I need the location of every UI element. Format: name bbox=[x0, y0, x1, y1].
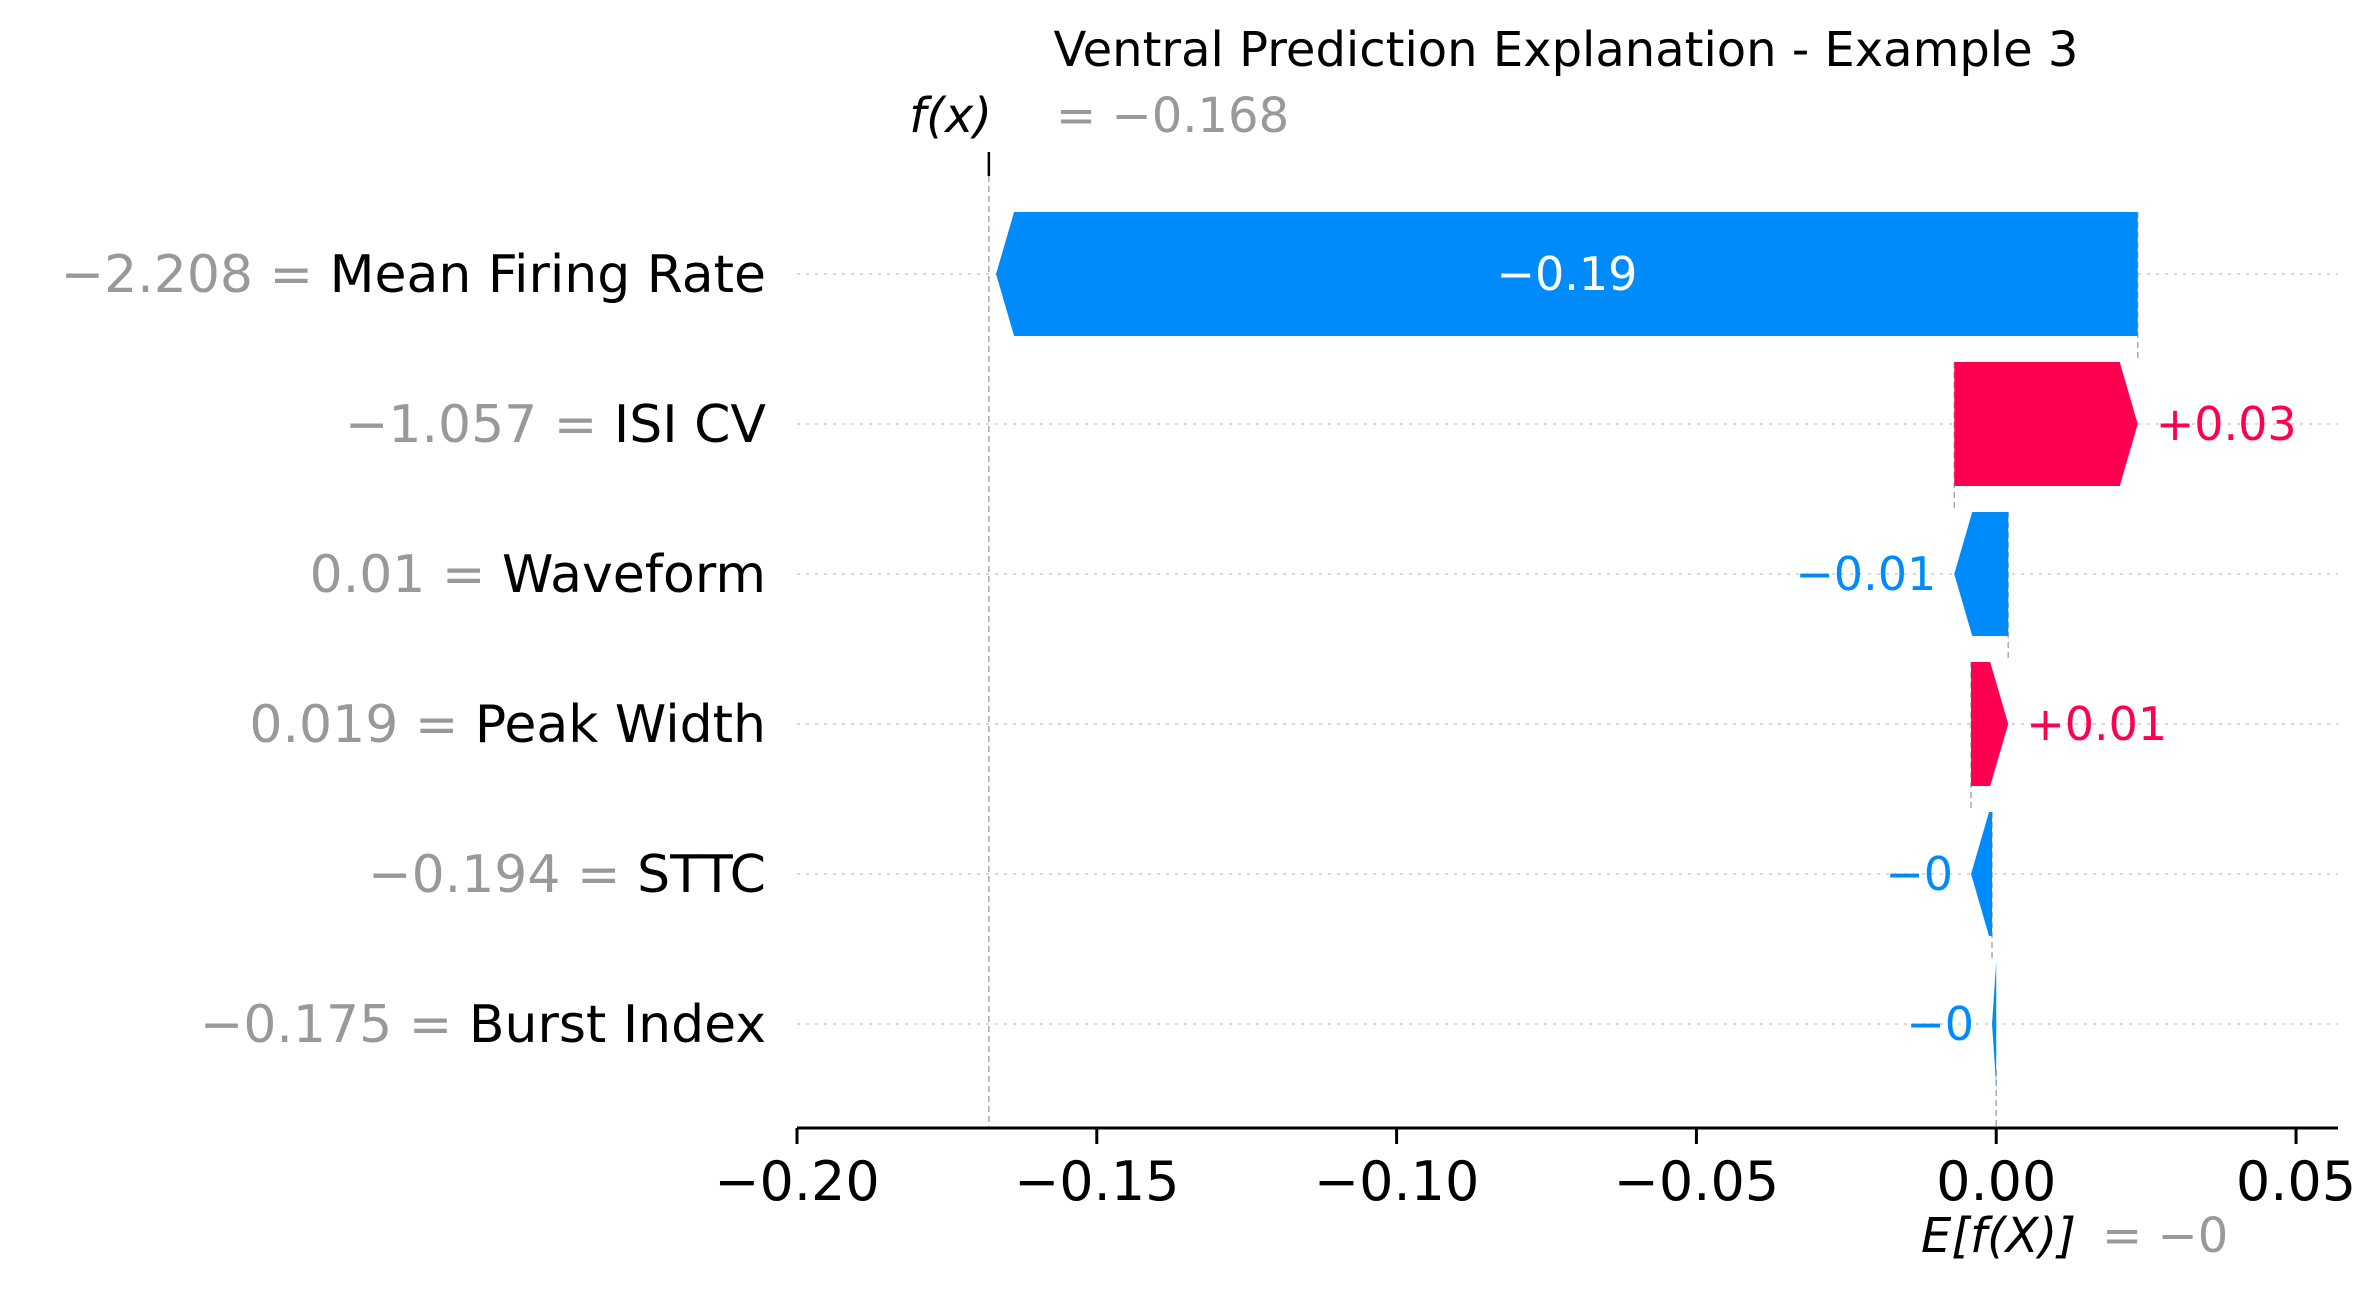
x-tick-label-4: 0.00 bbox=[1936, 1150, 2056, 1213]
bar-2 bbox=[1954, 512, 2009, 636]
feature-name-5: Burst Index bbox=[469, 995, 766, 1055]
feature-labels: −2.208 = Mean Firing Rate −1.057 = ISI CV… bbox=[61, 245, 767, 1055]
bar-value-label-2: −0.01 bbox=[1795, 547, 1936, 601]
feature-name-2: Waveform bbox=[502, 545, 766, 605]
feature-label-2: 0.01 = Waveform bbox=[310, 545, 766, 605]
bar-4 bbox=[1971, 812, 1993, 936]
bar-value-label-3: +0.01 bbox=[2026, 697, 2167, 751]
chart-title: Ventral Prediction Explanation - Example… bbox=[1054, 22, 2079, 78]
bar-value-label-4: −0 bbox=[1885, 847, 1953, 901]
x-tick-label-0: −0.20 bbox=[714, 1150, 879, 1213]
feature-name-0: Mean Firing Rate bbox=[330, 245, 766, 305]
bars: −0.19 +0.03 −0.01 +0.01 −0 −0 bbox=[996, 212, 2297, 1086]
bar-1 bbox=[1954, 362, 2138, 486]
x-tick-label-2: −0.10 bbox=[1314, 1150, 1479, 1213]
feature-name-1: ISI CV bbox=[614, 395, 767, 455]
x-tick-label-1: −0.15 bbox=[1014, 1150, 1179, 1213]
efx-value: = −0 bbox=[2102, 1208, 2228, 1264]
feature-label-3: 0.019 = Peak Width bbox=[249, 695, 766, 755]
feature-label-0: −2.208 = Mean Firing Rate bbox=[61, 245, 766, 305]
feature-value-2: 0.01 = bbox=[310, 545, 502, 605]
feature-value-1: −1.057 = bbox=[345, 395, 614, 455]
feature-name-3: Peak Width bbox=[475, 695, 766, 755]
feature-value-4: −0.194 = bbox=[368, 845, 637, 905]
x-tick-label-5: 0.05 bbox=[2236, 1150, 2356, 1213]
efx-label: E[f(X)] bbox=[1921, 1208, 2076, 1264]
bar-value-label-1: +0.03 bbox=[2156, 397, 2297, 451]
feature-value-5: −0.175 = bbox=[200, 995, 469, 1055]
feature-label-1: −1.057 = ISI CV bbox=[345, 395, 767, 455]
fx-header: f(x) = −0.168 bbox=[909, 88, 1289, 144]
feature-label-4: −0.194 = STTC bbox=[368, 845, 766, 905]
bar-value-label-5: −0 bbox=[1906, 997, 1974, 1051]
fx-label: f(x) bbox=[909, 88, 992, 144]
efx-footer: E[f(X)] = −0 bbox=[1921, 1208, 2228, 1264]
feature-value-0: −2.208 = bbox=[61, 245, 330, 305]
bar-5 bbox=[1992, 962, 1997, 1086]
feature-label-5: −0.175 = Burst Index bbox=[200, 995, 766, 1055]
bar-3 bbox=[1971, 662, 2009, 786]
bar-0 bbox=[996, 212, 2138, 336]
bar-value-label-0: −0.19 bbox=[1496, 247, 1637, 301]
feature-value-3: 0.019 = bbox=[249, 695, 475, 755]
x-axis: −0.20 −0.15 −0.10 −0.05 0.00 0.05 bbox=[714, 1126, 2356, 1213]
x-tick-label-3: −0.05 bbox=[1614, 1150, 1779, 1213]
fx-value: = −0.168 bbox=[1056, 88, 1289, 144]
feature-name-4: STTC bbox=[637, 845, 766, 905]
